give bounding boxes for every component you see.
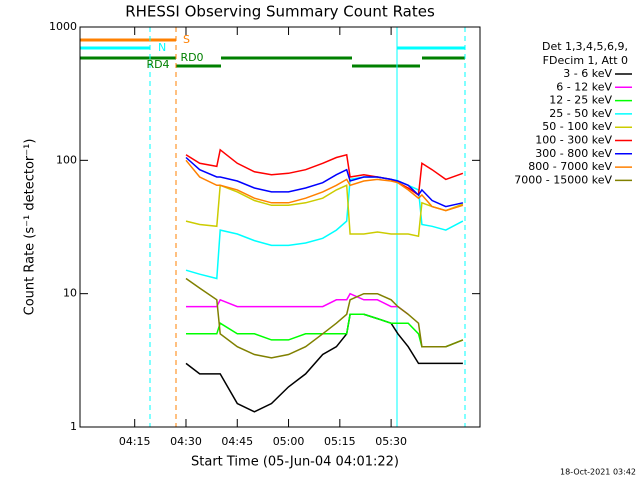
series-line [186,292,409,315]
status-label: S [183,33,190,46]
legend-label: 50 - 100 keV [542,120,612,133]
series-line [185,148,464,197]
series-line [185,159,464,212]
footer: 18-Oct-2021 03:42 [560,468,636,477]
y-tick-label: 100 [56,153,77,166]
series-line [185,156,464,208]
y-axis-label: Count Rate (s⁻¹ detector⁻¹) [23,139,38,316]
y-tick-label: 10 [63,287,77,300]
x-tick-label: 04:15 [119,435,151,448]
x-axis-label: Start Time (05-Jun-04 04:01:22) [191,455,399,470]
legend-header: FDecim 1, Att 0 [543,54,628,67]
event-lines [149,27,466,427]
x-tick-label: 05:15 [324,435,356,448]
legend-label: 800 - 7000 keV [528,160,612,173]
legend-label: 300 - 800 keV [535,147,612,160]
chart-title: RHESSI Observing Summary Count Rates [125,3,435,21]
legend-header: Det 1,3,4,5,6,9, [542,40,628,53]
y-tick-label: 1000 [49,20,77,33]
series-line [185,277,464,359]
x-tick-label: 05:30 [375,435,407,448]
status-label: RD4 [146,58,169,71]
series-line [185,184,464,238]
x-tick-label: 05:00 [273,435,305,448]
series-line [186,313,464,348]
legend-label: 12 - 25 keV [549,94,612,107]
legend-label: 7000 - 15000 keV [514,173,612,186]
legend-label: 25 - 50 keV [549,107,612,120]
legend-label: 100 - 300 keV [535,134,612,147]
x-tick-label: 04:30 [170,435,202,448]
x-tick-label: 04:45 [221,435,253,448]
status-label: N [158,41,166,54]
legend-label: 6 - 12 keV [556,80,612,93]
status-label: RD0 [180,51,203,64]
status-bars [80,38,465,68]
y-tick-label: 1 [70,420,77,433]
legend-label: 3 - 6 keV [563,67,612,80]
plot-frame [79,26,481,428]
series-line [185,176,464,280]
